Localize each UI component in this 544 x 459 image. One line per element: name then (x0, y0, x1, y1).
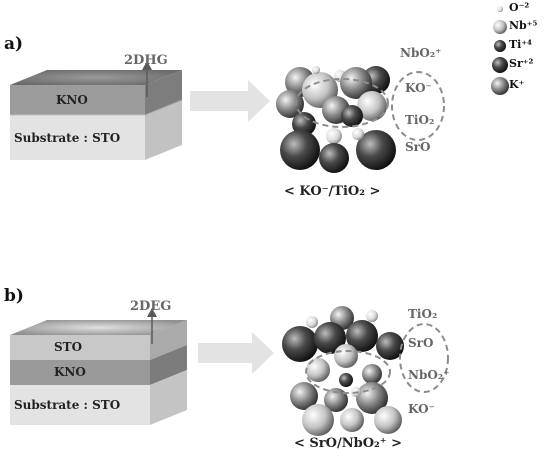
panel-b-layer-highlight (305, 350, 391, 394)
substrate-front-face-b (10, 385, 150, 425)
panel-a-molecule-label-2: KO⁻ (405, 81, 432, 95)
panel-b-molecule-label-4: KO⁻ (408, 402, 435, 416)
legend-label-potassium: K⁺ (509, 78, 525, 91)
panel-b-layer-sto: STO (54, 340, 83, 354)
kno-front-face (10, 85, 145, 115)
panel-b-label-highlight (399, 323, 449, 393)
panel-a-gas-label: 2DHG (124, 53, 168, 68)
niobium-sphere-icon (493, 20, 507, 34)
panel-b-molecule-label-3: NbO₂⁺ (408, 368, 450, 382)
substrate-side-face-b (150, 370, 187, 425)
kno-front-face-b (10, 360, 150, 385)
titanium-sphere-icon (494, 40, 506, 52)
panel-a-molecule-label-1: NbO₂⁺ (400, 46, 442, 60)
panel-b-gas-label: 2DEG (130, 299, 172, 314)
panel-b-caption: < SrO/NbO₂⁺ > (294, 436, 402, 451)
panel-a-layer-block (10, 70, 183, 160)
legend-label-strontium: Sr⁺² (509, 57, 534, 70)
panel-a-molecule (276, 66, 445, 173)
sto-front-face (10, 335, 150, 360)
substrate-side-face (145, 100, 182, 160)
panel-a-layer-kno: KNO (56, 93, 88, 107)
panel-b-molecule-label-2: SrO (408, 336, 434, 350)
oxygen-sphere-icon (497, 6, 503, 12)
panel-a-molecule-label-3: TiO₂ (405, 113, 435, 127)
strontium-sphere-icon (492, 57, 508, 73)
panel-b-molecule-label-1: TiO₂ (408, 307, 438, 321)
panel-b-molecule (282, 306, 449, 436)
panel-b-layer-substrate: Substrate : STO (14, 398, 121, 412)
legend-label-oxygen: O⁻² (509, 1, 530, 14)
kno-top-face (10, 70, 182, 85)
panel-b-label: b) (4, 286, 24, 306)
panel-b-layer-block (10, 320, 187, 425)
substrate-front-face (10, 115, 145, 160)
panel-a-layer-highlight (295, 78, 389, 128)
panel-a-caption: < KO⁻/TiO₂ > (284, 184, 381, 199)
panel-a-gas-arrow (142, 61, 152, 97)
legend-label-niobium: Nb⁺⁵ (509, 19, 538, 32)
panel-b-gas-arrow (147, 308, 157, 344)
panel-b-layer-kno: KNO (54, 365, 86, 379)
legend-icons (491, 6, 509, 95)
sto-top-face (10, 320, 187, 335)
legend-label-titanium: Ti⁺⁴ (509, 38, 532, 51)
panel-a-layer-substrate: Substrate : STO (14, 131, 121, 145)
panel-b-transition-arrow (198, 332, 274, 374)
panel-a-label-highlight (391, 71, 445, 141)
panel-a-molecule-label-4: SrO (405, 140, 431, 154)
panel-a-transition-arrow (190, 80, 270, 122)
potassium-sphere-icon (491, 77, 509, 95)
kno-side-face-b (150, 345, 187, 385)
sto-side-face (150, 320, 187, 360)
panel-a-label: a) (4, 34, 24, 54)
